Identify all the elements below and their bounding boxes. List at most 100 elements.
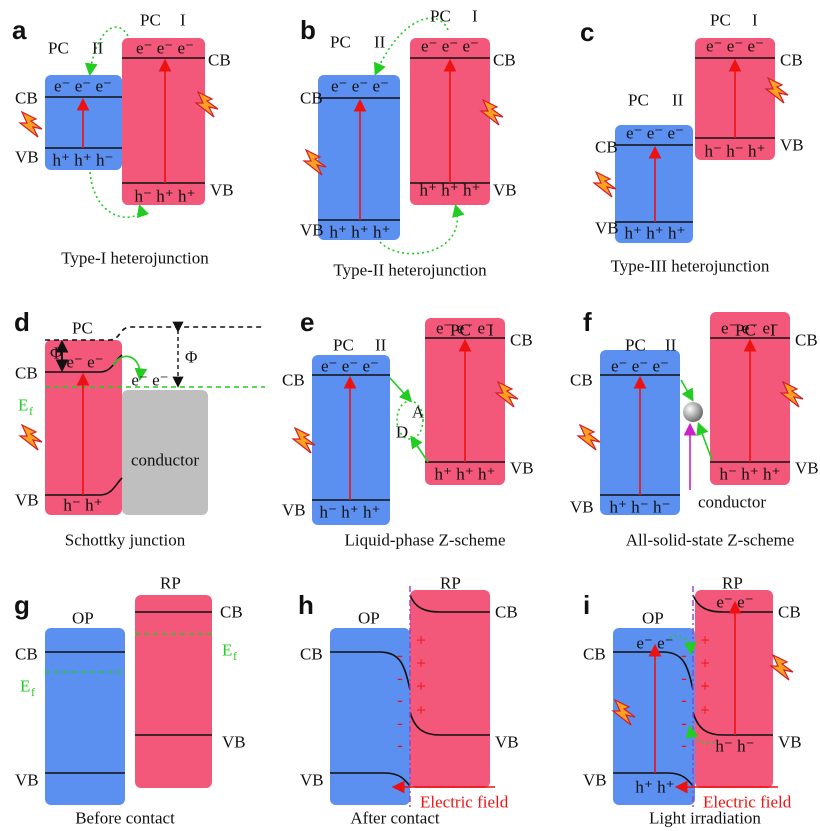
label: PC: [625, 336, 646, 355]
band-block: [312, 355, 390, 525]
band-block: [135, 595, 212, 788]
label: PC: [140, 11, 161, 30]
label: h⁻ h⁺ h⁺: [135, 187, 196, 206]
label: e⁻ e⁻: [636, 634, 673, 653]
label: +: [416, 677, 426, 696]
curve: [373, 17, 449, 76]
curve: [89, 171, 150, 219]
label: CB: [15, 89, 38, 108]
band-block: [410, 590, 490, 788]
label: VB: [15, 148, 39, 167]
label: CB: [570, 371, 593, 390]
light-icon: [779, 380, 804, 408]
panel-caption: Type-III heterojunction: [611, 257, 770, 276]
label: h⁻ h⁻: [715, 737, 754, 756]
band-block: [318, 75, 400, 240]
label: -: [681, 646, 687, 665]
label: h⁺ h⁺ h⁻: [53, 151, 114, 170]
light-icon: [18, 110, 43, 138]
label: CB: [780, 51, 803, 70]
label: OP: [642, 609, 664, 628]
label: e⁻ e⁻ e⁻: [54, 77, 112, 96]
label: -: [681, 714, 687, 733]
panel-caption: Schottky junction: [65, 531, 186, 550]
panel-letter: e: [300, 307, 314, 337]
label: h⁻ h⁻ h⁺: [705, 142, 766, 161]
label: +: [700, 631, 710, 650]
label: f: [31, 685, 35, 699]
label: CB: [493, 51, 516, 70]
redox-cycle: [396, 400, 424, 440]
label: OP: [358, 609, 380, 628]
curve: [685, 724, 715, 744]
label: VB: [210, 181, 234, 200]
label: h⁺ h⁻ h⁻: [610, 498, 671, 517]
label: e⁻ e⁻: [131, 371, 168, 390]
curve: [409, 594, 490, 613]
label: +: [700, 701, 710, 720]
label: CB: [495, 603, 518, 622]
label: VB: [570, 498, 594, 517]
arrow: [680, 379, 694, 402]
label: h⁺ h⁺ h⁺: [625, 224, 686, 243]
label: +: [416, 701, 426, 720]
label: CB: [300, 645, 323, 664]
light-icon: [302, 148, 327, 176]
label: I: [488, 321, 494, 340]
band-block: [45, 628, 125, 805]
label: CB: [220, 603, 243, 622]
label: RP: [160, 574, 181, 593]
label: CB: [208, 51, 231, 70]
light-icon: [194, 90, 219, 118]
label: II: [374, 33, 386, 52]
label: +: [700, 677, 710, 696]
panel-caption: Type-I heterojunction: [61, 249, 209, 268]
label: e⁻ e⁻: [66, 353, 103, 372]
label: e⁻ e⁻ e⁻: [721, 319, 779, 338]
label: OP: [72, 609, 94, 628]
label: Electric field: [420, 793, 509, 812]
label: II: [375, 336, 387, 355]
light-icon: [494, 380, 519, 408]
label: I: [472, 7, 478, 26]
panel-caption: Light irradiation: [649, 809, 761, 828]
panel-caption: Before contact: [75, 809, 175, 828]
label: -: [397, 714, 403, 733]
panel-letter: a: [12, 15, 27, 45]
label: II: [672, 91, 684, 110]
label: h⁺ h⁺ h⁺: [420, 181, 481, 200]
label: CB: [583, 645, 606, 664]
light-icon: [576, 423, 601, 451]
label: -: [397, 669, 403, 688]
label: -: [681, 736, 687, 755]
light-icon: [611, 698, 636, 726]
curve: [45, 477, 123, 496]
label: VB: [583, 771, 607, 790]
label: VB: [495, 733, 519, 752]
label: -: [397, 691, 403, 710]
label: -: [397, 646, 403, 665]
label: PC: [430, 7, 451, 26]
label: e⁻ e⁻ e⁻: [706, 37, 764, 56]
curve: [330, 651, 411, 691]
conductor-particle: [683, 402, 703, 422]
curve: [45, 354, 123, 373]
label: PC: [48, 39, 69, 58]
label: E: [18, 396, 28, 415]
curve: [112, 355, 148, 382]
label: II: [92, 39, 104, 58]
curve: [613, 772, 694, 787]
panel-letter: i: [583, 590, 590, 620]
band-block: [122, 38, 205, 205]
label: e⁻ e⁻ e⁻: [611, 357, 669, 376]
band-block: [615, 125, 693, 243]
label: I: [180, 11, 186, 30]
light-icon: [764, 76, 789, 104]
panel-caption: All-solid-state Z-scheme: [626, 531, 795, 550]
panel-letter: h: [298, 590, 314, 620]
label: e⁻ e⁻ e⁻: [626, 124, 684, 143]
band-block: [330, 628, 410, 805]
label: RP: [440, 574, 461, 593]
panel-letter: f: [583, 307, 592, 337]
